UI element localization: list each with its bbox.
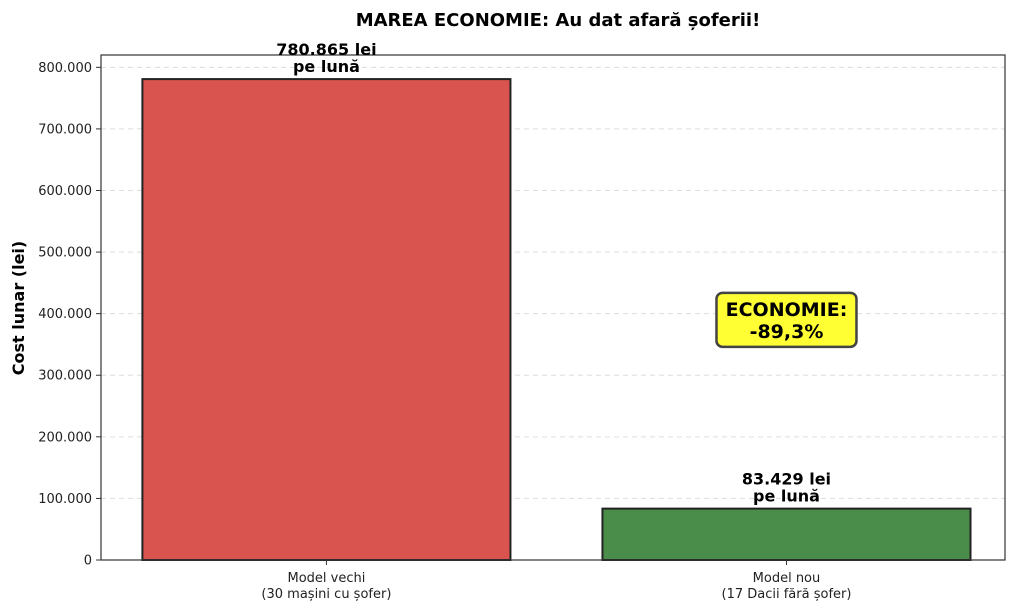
y-tick-label: 400.000 — [38, 307, 92, 322]
annotation-text: -89,3% — [750, 321, 824, 343]
y-tick-label: 0 — [84, 554, 92, 569]
plot-frame — [100, 54, 1006, 561]
annotation-text: ECONOMIE: — [726, 299, 848, 321]
y-tick-label: 200.000 — [38, 430, 92, 445]
annotation-box — [715, 291, 858, 349]
x-tick-label: (17 Dacii fără șofer) — [722, 587, 852, 602]
x-tick-label: Model vechi — [287, 571, 365, 586]
y-tick-label: 600.000 — [38, 184, 92, 199]
data-label: pe lună — [293, 57, 360, 76]
y-tick-label: 700.000 — [38, 122, 92, 137]
y-tick-label: 100.000 — [38, 492, 92, 507]
bar — [141, 78, 512, 561]
chart-title: MAREA ECONOMIE: Au dat afară șoferii! — [356, 10, 761, 31]
y-tick-label: 500.000 — [38, 246, 92, 261]
bar — [601, 507, 972, 561]
x-tick-label: Model nou — [753, 571, 821, 586]
y-axis-label: Cost lunar (lei) — [9, 241, 28, 375]
x-tick-label: (30 mașini cu șofer) — [261, 587, 391, 602]
data-label: 780.865 lei — [276, 40, 376, 59]
data-label: 83.429 lei — [742, 470, 831, 489]
y-tick-label: 800.000 — [38, 61, 92, 76]
data-label: pe lună — [753, 487, 820, 506]
y-tick-label: 300.000 — [38, 369, 92, 384]
